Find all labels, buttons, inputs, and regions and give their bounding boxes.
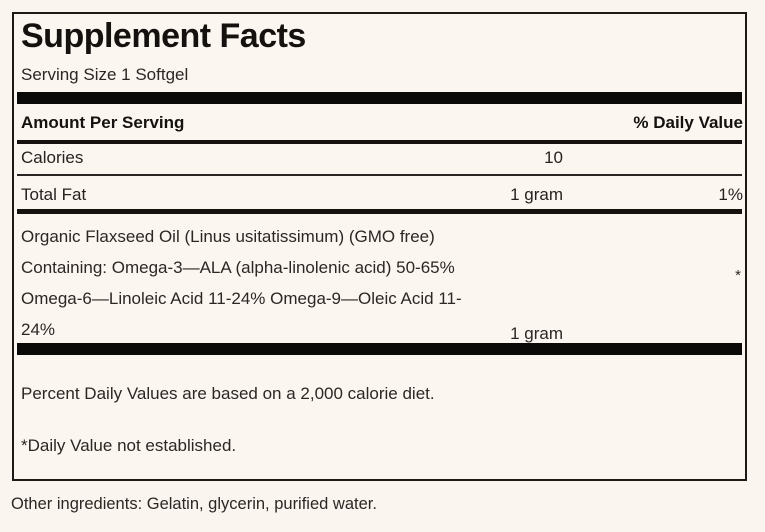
- nutrient-name: Calories: [21, 148, 84, 167]
- daily-value-asterisk: *: [735, 267, 741, 284]
- ingredient-line: 24%: [21, 320, 56, 339]
- nutrient-daily-value: 1%: [718, 185, 743, 204]
- nutrient-amount: 1 gram: [510, 185, 563, 204]
- nutrient-name: Total Fat: [21, 185, 87, 204]
- ingredient-line: Omega-6—Linoleic Acid 11-24% Omega-9—Ole…: [21, 289, 462, 308]
- serving-size-text: Serving Size 1 Softgel: [21, 65, 189, 84]
- section-separator: [17, 209, 742, 214]
- ingredient-line: Organic Flaxseed Oil (Linus usitatissimu…: [21, 227, 435, 246]
- ingredient-block: Organic Flaxseed Oil (Linus usitatissimu…: [21, 221, 462, 345]
- asterisk-footnote: *Daily Value not established.: [21, 436, 237, 455]
- nutrient-amount: 10: [544, 148, 563, 167]
- thick-separator-top: [17, 92, 742, 104]
- amount-per-serving-header: Amount Per Serving: [21, 113, 185, 132]
- ingredient-line: Containing: Omega-3—ALA (alpha-linolenic…: [21, 258, 455, 277]
- other-ingredients-text: Other ingredients: Gelatin, glycerin, pu…: [11, 495, 377, 513]
- ingredient-amount: 1 gram: [510, 324, 563, 343]
- calories-row: Calories 10: [21, 146, 743, 170]
- daily-values-footnote: Percent Daily Values are based on a 2,00…: [21, 384, 435, 403]
- facts-panel: Supplement Facts Serving Size 1 Softgel …: [12, 12, 747, 481]
- header-separator: [17, 140, 742, 144]
- total-fat-row: Total Fat 1 gram 1%: [21, 183, 743, 207]
- row-separator: [17, 174, 742, 176]
- percent-daily-value-header: % Daily Value: [633, 113, 743, 132]
- thick-separator-bottom: [17, 343, 742, 355]
- panel-title: Supplement Facts: [21, 17, 306, 55]
- column-header-row: Amount Per Serving % Daily Value: [21, 111, 743, 135]
